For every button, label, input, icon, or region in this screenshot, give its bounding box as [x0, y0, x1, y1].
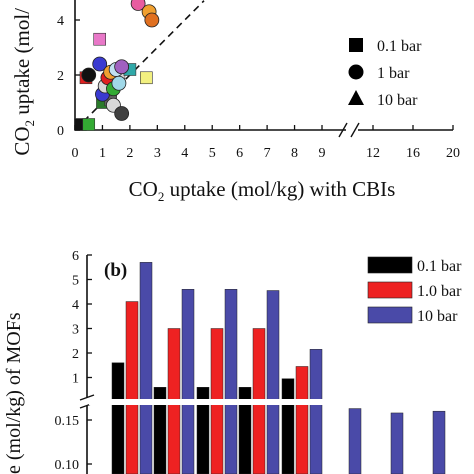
- bar: [266, 290, 280, 474]
- scatter-y-axis-label: CO2 uptake (mol/: [10, 8, 37, 156]
- y-tick-label: 5: [72, 274, 79, 289]
- bar-y-ticks: 1 2 3 4 5 6 0.10 0.15: [55, 249, 92, 473]
- y-tick-label: 1: [72, 372, 79, 387]
- bar: [309, 349, 323, 474]
- x-tick-label: 1: [99, 146, 106, 161]
- scatter-x-axis-label: CO2 uptake (mol/kg) with CBIs: [129, 177, 396, 204]
- legend-label: 0.1 bar: [377, 38, 422, 55]
- scatter-x-ticks: 0 1 2 3 4 5 6 7 8 9 12 16 20: [72, 125, 460, 161]
- legend-label: 10 bar: [377, 92, 418, 109]
- x-tick-label: 16: [406, 146, 420, 161]
- bar: [281, 378, 295, 474]
- x-tick-label: 2: [126, 146, 133, 161]
- y-tick-label: 6: [72, 249, 79, 264]
- y-tick-label: 0.15: [55, 414, 80, 429]
- axis-break-band: [89, 399, 472, 405]
- bar: [348, 408, 362, 474]
- x-tick-label: 20: [446, 146, 460, 161]
- y-tick-label: 0: [57, 124, 64, 139]
- x-tick-label: 5: [209, 146, 216, 161]
- x-tick-label: 6: [236, 146, 243, 161]
- scatter-legend: 0.1 bar 1 bar 10 bar: [348, 38, 422, 109]
- legend-label: 1 bar: [377, 65, 410, 82]
- x-tick-label: 0: [72, 146, 79, 161]
- circle-point: [114, 106, 130, 121]
- scatter-y-ticks: 0 2 4: [57, 14, 80, 139]
- x-tick-label: 4: [181, 146, 188, 161]
- circle-point: [114, 59, 130, 75]
- y-tick-label: 2: [72, 347, 79, 362]
- circle-point: [81, 67, 97, 83]
- bar: [111, 362, 125, 474]
- legend-swatch: [367, 256, 413, 274]
- legend-circle-marker: [348, 64, 364, 80]
- circle-point: [92, 56, 108, 72]
- bar: [224, 289, 238, 474]
- axis-break-mark: [350, 122, 360, 138]
- x-tick-label: 7: [264, 146, 271, 161]
- square-point: [140, 71, 153, 85]
- y-tick-label: 4: [57, 14, 64, 29]
- y-tick-label: 2: [57, 69, 64, 84]
- legend-swatch: [367, 281, 413, 299]
- square-point: [82, 118, 96, 131]
- bar: [432, 410, 446, 474]
- x-tick-label: 12: [366, 146, 380, 161]
- legend-square-marker: [349, 38, 363, 52]
- x-tick-label: 3: [154, 146, 161, 161]
- legend-label: 10 bar: [417, 308, 458, 325]
- circle-point: [144, 12, 160, 28]
- legend-label: 0.1 bar: [417, 258, 462, 275]
- x-tick-label: 8: [291, 146, 298, 161]
- circle-point: [111, 75, 127, 91]
- bar: [139, 262, 153, 474]
- scatter-axes: [74, 0, 453, 138]
- axis-break-mark: [338, 122, 348, 138]
- y-tick-label: 3: [72, 323, 79, 338]
- legend-triangle-marker: [348, 90, 364, 105]
- bar-series: [89, 262, 472, 474]
- bar: [125, 301, 139, 474]
- y-tick-label: 4: [72, 298, 79, 313]
- bar-legend: 0.1 bar 1.0 bar 10 bar: [367, 256, 462, 325]
- bar: [390, 412, 404, 474]
- bar-y-axis-label: e (mol/kg) of MOFs: [3, 312, 25, 474]
- scatter-points: [74, 0, 160, 131]
- legend-swatch: [367, 306, 413, 324]
- circle-point: [130, 0, 146, 11]
- legend-label: 1.0 bar: [417, 283, 462, 300]
- x-tick-label: 9: [319, 146, 326, 161]
- bar-axes: [79, 255, 95, 474]
- y-tick-label: 0.10: [55, 458, 80, 473]
- axis-break-mark: [79, 394, 95, 401]
- square-point: [93, 32, 106, 46]
- bar: [181, 289, 195, 474]
- bar: [295, 366, 309, 474]
- panel-b-label: (b): [104, 260, 127, 281]
